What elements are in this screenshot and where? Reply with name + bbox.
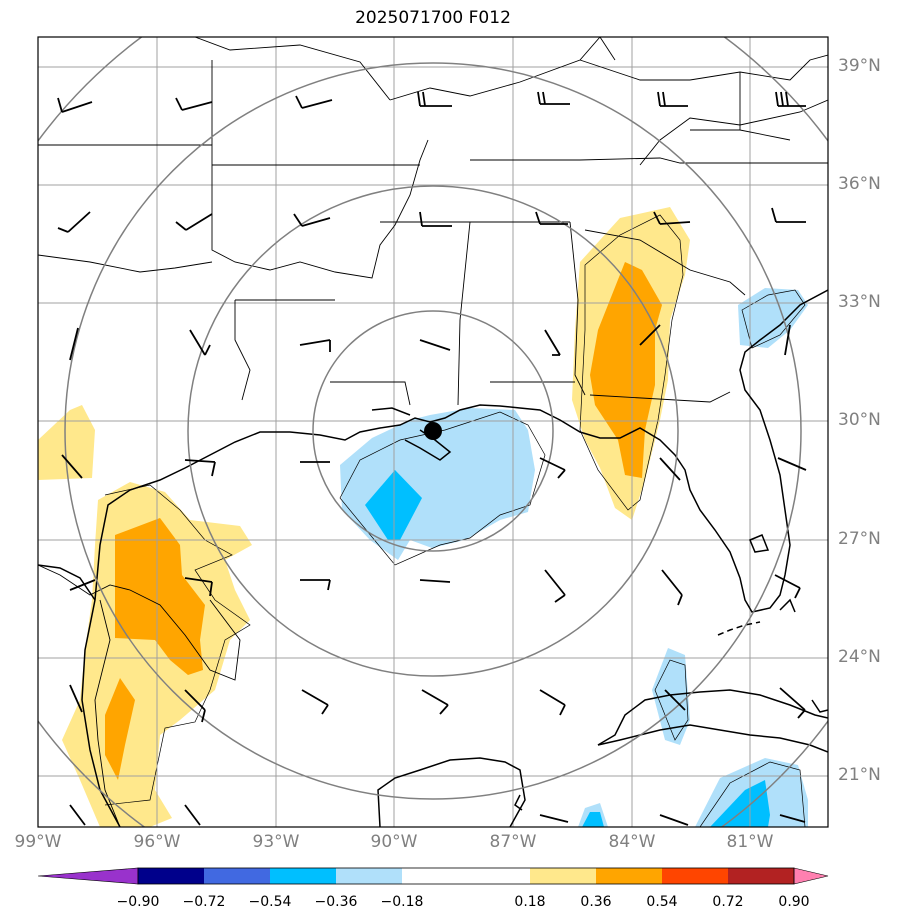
colorbar-bin	[336, 868, 402, 884]
colorbar-bin	[270, 868, 336, 884]
colorbar-bin	[402, 868, 530, 884]
yellow-area-texas	[38, 405, 95, 480]
colorbar-label: 0.90	[778, 894, 810, 910]
lat-label: 21°N	[838, 765, 881, 785]
colorbar-bin	[204, 868, 270, 884]
colorbar-label: 0.54	[646, 894, 678, 910]
colorbar-label: −0.36	[314, 894, 358, 910]
lat-label: 33°N	[838, 292, 881, 312]
colorbar-label: −0.18	[380, 894, 424, 910]
map-title: 2025071700 F012	[355, 8, 511, 28]
colorbar-label: −0.54	[248, 894, 292, 910]
colorbar-bin	[138, 868, 204, 884]
colorbar-label: −0.72	[182, 894, 226, 910]
colorbar-label: 0.18	[514, 894, 546, 910]
lat-label: 27°N	[838, 529, 881, 549]
lon-label: 81°W	[726, 832, 774, 852]
colorbar	[37, 867, 829, 885]
colorbar-bin	[662, 868, 728, 884]
lon-label: 96°W	[133, 832, 181, 852]
lon-label: 84°W	[608, 832, 656, 852]
colorbar-bin	[530, 868, 596, 884]
blue-core-yucatan-east	[582, 812, 604, 827]
lon-label: 90°W	[370, 832, 418, 852]
colorbar-label: −0.90	[116, 894, 160, 910]
wind-barbs	[57, 91, 807, 826]
map-frame	[37, 36, 829, 828]
orange-area-georgia	[590, 262, 662, 478]
colorbar-label: 0.36	[580, 894, 612, 910]
lat-label: 39°N	[838, 56, 881, 76]
blue-core-southeast	[710, 780, 770, 827]
orange-area-south-texas	[105, 678, 135, 780]
colorbar-extend-low	[37, 867, 139, 885]
lon-label: 93°W	[252, 832, 300, 852]
contour-lines	[104, 214, 806, 827]
lon-label: 99°W	[14, 832, 62, 852]
contour-fills	[38, 207, 808, 827]
colorbar-bin	[596, 868, 662, 884]
blue-area-carolina	[738, 288, 808, 348]
lat-label: 24°N	[838, 647, 881, 667]
lon-label: 87°W	[489, 832, 537, 852]
colorbar-label: 0.72	[712, 894, 744, 910]
orange-area-texas	[115, 518, 205, 675]
lat-label: 36°N	[838, 174, 881, 194]
storm-center-dot	[424, 422, 442, 440]
lat-label: 30°N	[838, 410, 881, 430]
colorbar-bin	[728, 868, 794, 884]
colorbar-extend-high	[793, 867, 829, 885]
